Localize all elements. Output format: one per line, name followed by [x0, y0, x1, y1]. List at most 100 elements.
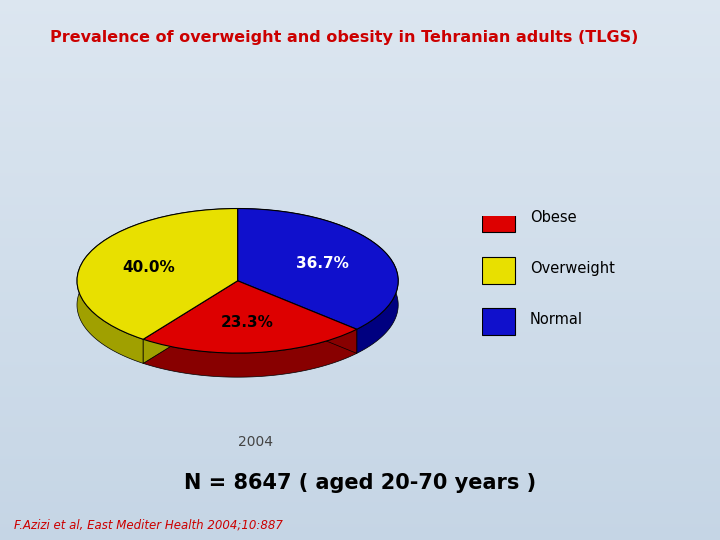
Bar — [0, 321, 720, 324]
Bar — [0, 451, 720, 454]
Bar — [0, 27, 720, 30]
Bar — [0, 400, 720, 402]
Bar — [0, 413, 720, 416]
Bar — [0, 529, 720, 532]
Bar — [0, 54, 720, 57]
Bar — [0, 43, 720, 46]
Bar — [0, 459, 720, 462]
Bar — [0, 518, 720, 521]
Bar — [0, 375, 720, 378]
Wedge shape — [143, 281, 356, 353]
Bar — [0, 510, 720, 513]
Bar — [0, 508, 720, 510]
FancyBboxPatch shape — [482, 308, 515, 335]
Bar — [0, 378, 720, 381]
Bar — [0, 456, 720, 459]
Bar — [0, 19, 720, 22]
Bar — [0, 105, 720, 108]
Polygon shape — [238, 208, 398, 353]
Bar — [0, 230, 720, 232]
Bar — [0, 202, 720, 205]
Bar — [0, 76, 720, 78]
Bar — [0, 238, 720, 240]
Bar — [0, 267, 720, 270]
Bar — [0, 284, 720, 286]
Text: 40.0%: 40.0% — [122, 260, 176, 275]
Bar — [0, 57, 720, 59]
Bar — [0, 86, 720, 89]
Bar — [0, 472, 720, 475]
Text: 36.7%: 36.7% — [297, 256, 349, 271]
Bar — [0, 416, 720, 418]
Bar — [0, 470, 720, 472]
Text: Obese: Obese — [530, 210, 577, 225]
Bar — [0, 49, 720, 51]
Bar — [0, 51, 720, 54]
Bar — [0, 302, 720, 305]
Bar — [0, 248, 720, 251]
Bar — [0, 410, 720, 413]
Bar — [0, 537, 720, 540]
Bar — [0, 81, 720, 84]
Bar — [0, 165, 720, 167]
Bar — [0, 89, 720, 92]
Bar — [0, 227, 720, 229]
Text: Normal: Normal — [530, 313, 583, 327]
Bar — [0, 68, 720, 70]
Bar — [0, 265, 720, 267]
Bar — [0, 256, 720, 259]
Bar — [0, 478, 720, 481]
Bar — [0, 524, 720, 526]
Bar — [0, 343, 720, 346]
Bar — [0, 213, 720, 216]
Bar — [0, 130, 720, 132]
Polygon shape — [238, 281, 356, 353]
Bar — [0, 467, 720, 470]
Bar — [0, 362, 720, 364]
Bar — [0, 521, 720, 524]
Bar — [0, 489, 720, 491]
Bar — [0, 116, 720, 119]
Bar — [0, 308, 720, 310]
Bar — [0, 65, 720, 68]
Bar — [0, 170, 720, 173]
FancyBboxPatch shape — [482, 205, 515, 232]
Bar — [0, 240, 720, 243]
Bar — [0, 159, 720, 162]
Bar — [0, 127, 720, 130]
Bar — [0, 418, 720, 421]
Bar — [0, 140, 720, 143]
Polygon shape — [77, 208, 238, 363]
Bar — [0, 219, 720, 221]
Bar — [0, 0, 720, 3]
Text: Prevalence of overweight and obesity in Tehranian adults (TLGS): Prevalence of overweight and obesity in … — [50, 30, 639, 45]
Bar — [0, 132, 720, 135]
Bar — [0, 251, 720, 254]
Bar — [0, 481, 720, 483]
Bar — [0, 278, 720, 281]
Bar — [0, 275, 720, 278]
Bar — [0, 475, 720, 478]
Bar — [0, 354, 720, 356]
Bar — [0, 216, 720, 219]
Bar — [0, 70, 720, 73]
Bar — [0, 443, 720, 445]
Bar — [0, 402, 720, 405]
Bar — [0, 346, 720, 348]
Bar — [0, 5, 720, 8]
Bar — [0, 186, 720, 189]
Bar — [0, 289, 720, 292]
Bar — [0, 483, 720, 486]
Bar — [0, 157, 720, 159]
Bar — [0, 370, 720, 373]
Bar — [0, 30, 720, 32]
Bar — [0, 381, 720, 383]
Bar — [0, 148, 720, 151]
Polygon shape — [143, 281, 238, 363]
Bar — [0, 24, 720, 27]
Bar — [0, 394, 720, 397]
Bar — [0, 432, 720, 435]
Bar — [0, 297, 720, 300]
Bar — [0, 78, 720, 81]
Bar — [0, 32, 720, 35]
